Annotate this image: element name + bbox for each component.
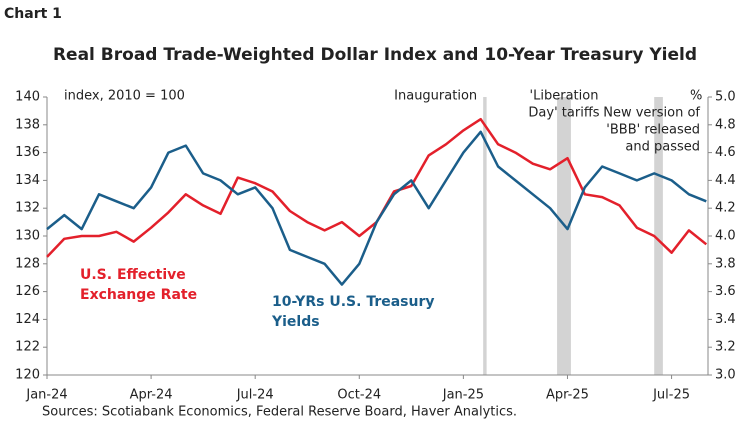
y-tick-label: 140 <box>15 90 40 105</box>
event-label: 'BBB' released <box>606 123 700 138</box>
y2-tick-label: 3.2 <box>715 340 736 355</box>
event-band <box>483 97 487 375</box>
chart-title: Real Broad Trade-Weighted Dollar Index a… <box>53 45 697 65</box>
y2-tick-label: 3.4 <box>715 312 736 327</box>
y-tick-label: 126 <box>15 284 40 299</box>
event-label: New version of <box>603 106 700 121</box>
y-tick-label: 124 <box>15 312 40 327</box>
y2-tick-label: 3.6 <box>715 284 736 299</box>
x-tick-label: Jul-24 <box>236 388 274 403</box>
y2-tick-label: 4.0 <box>715 229 736 244</box>
x-tick-label: Apr-25 <box>546 388 589 403</box>
y-tick-label: 134 <box>15 173 40 188</box>
x-tick-label: Apr-24 <box>130 388 173 403</box>
x-tick-label: Jan-25 <box>442 388 484 403</box>
y2-tick-label: 4.6 <box>715 145 736 160</box>
y2-axis-label: % <box>690 89 702 104</box>
y2-tick-label: 4.4 <box>715 173 736 188</box>
y2-tick-label: 3.8 <box>715 256 736 271</box>
event-band <box>654 97 663 375</box>
y2-tick-label: 4.8 <box>715 117 736 132</box>
series-label: U.S. Effective Exchange Rate <box>80 267 198 303</box>
series-line <box>46 117 708 258</box>
y-tick-label: 132 <box>15 201 40 216</box>
series-label: 10-YRs U.S. Treasury Yields <box>272 294 435 330</box>
x-tick-label: Jul-25 <box>652 388 690 403</box>
y2-tick-label: 4.2 <box>715 201 736 216</box>
x-tick-label: Oct-24 <box>337 388 381 403</box>
event-label: Inauguration <box>394 89 477 104</box>
series-line <box>46 130 707 286</box>
y-axis-label: index, 2010 = 100 <box>64 89 185 104</box>
y-tick-label: 120 <box>15 368 40 383</box>
y-tick-label: 138 <box>15 117 40 132</box>
event-label: 'Liberation <box>530 89 599 104</box>
source-note: Sources: Scotiabank Economics, Federal R… <box>42 405 517 420</box>
event-label: Day' tariffs <box>528 106 599 121</box>
y-tick-label: 136 <box>15 145 40 160</box>
y-tick-label: 122 <box>15 340 40 355</box>
event-label: and passed <box>625 140 700 155</box>
x-tick-label: Jan-24 <box>25 388 67 403</box>
chart-kicker: Chart 1 <box>4 6 62 22</box>
y-tick-label: 128 <box>15 256 40 271</box>
event-band <box>557 97 571 375</box>
y-tick-label: 130 <box>15 229 40 244</box>
y2-tick-label: 5.0 <box>715 90 736 105</box>
y2-tick-label: 3.0 <box>715 368 736 383</box>
